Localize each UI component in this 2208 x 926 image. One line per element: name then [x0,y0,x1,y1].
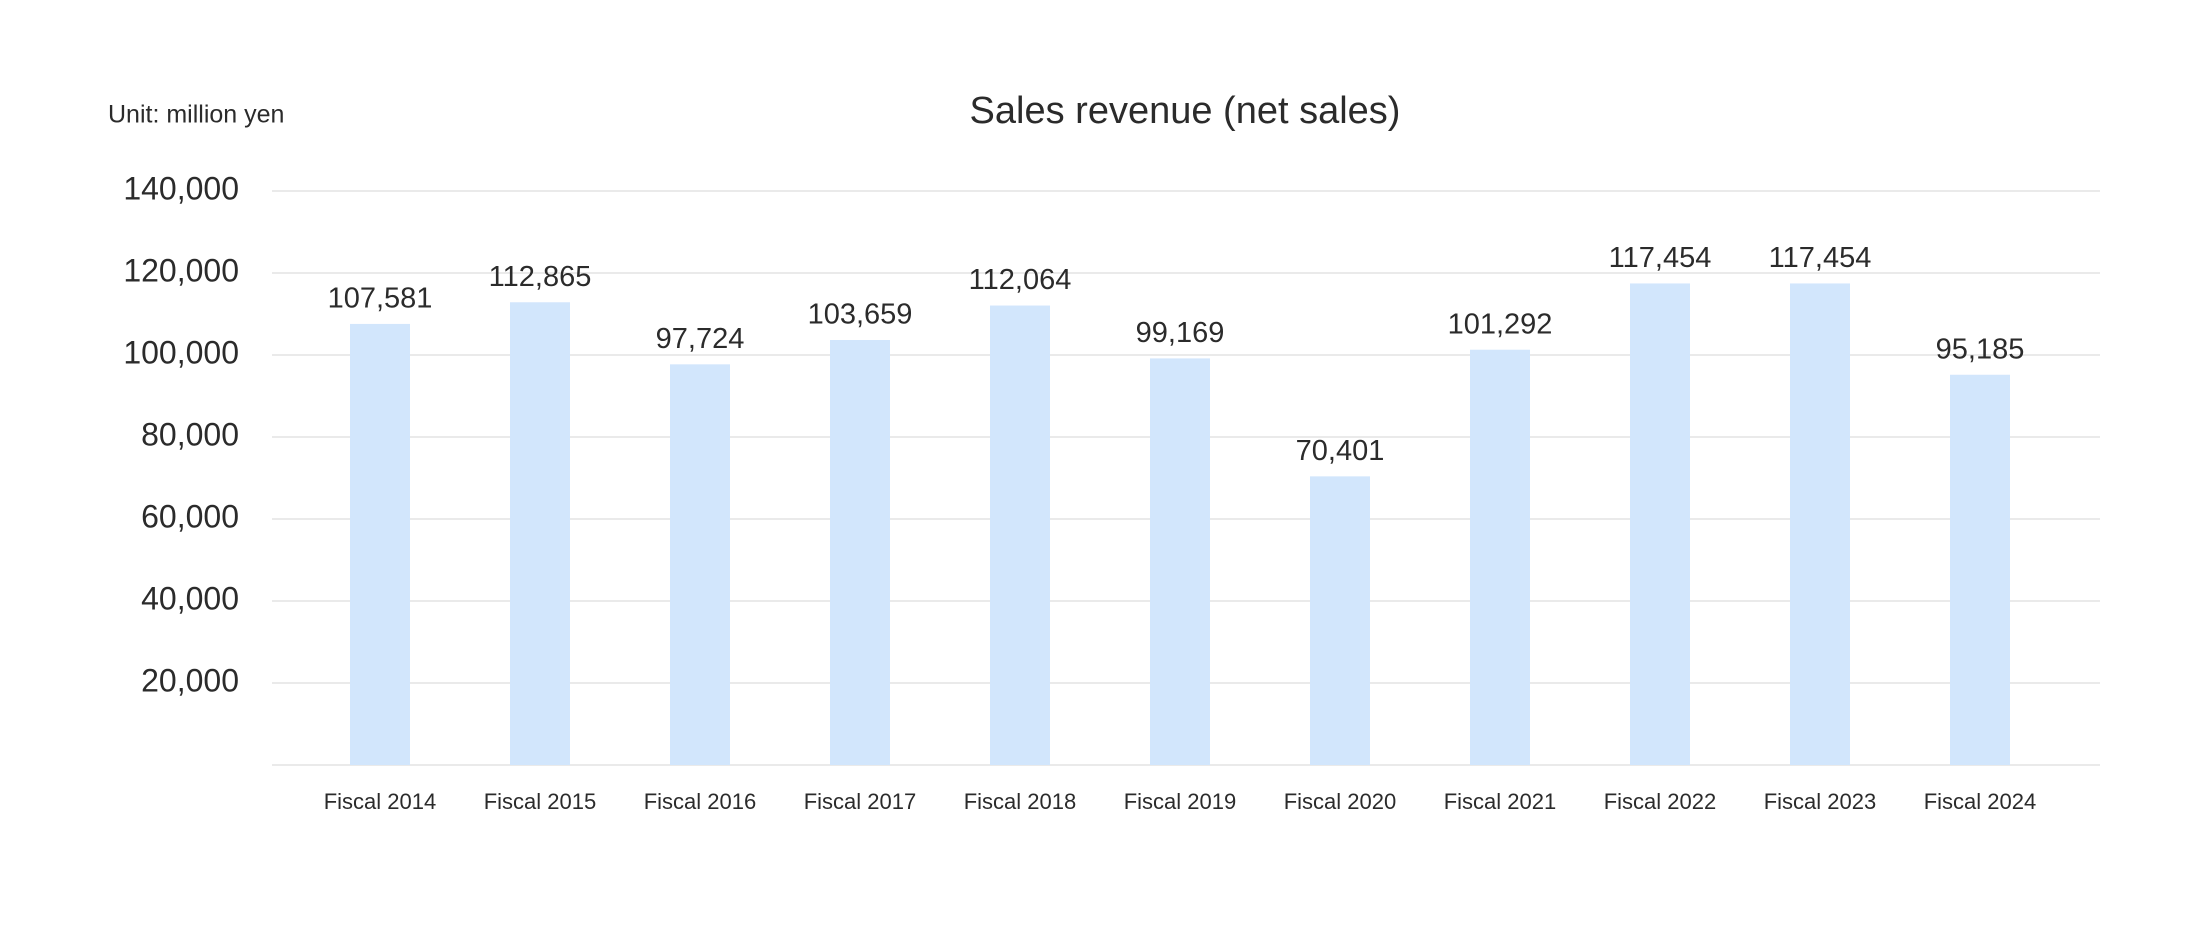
y-tick-label: 100,000 [123,334,239,370]
y-tick-label: 40,000 [141,580,239,616]
y-tick-label: 20,000 [141,662,239,698]
value-label: 107,581 [328,283,433,315]
x-tick-label: Fiscal 2018 [964,789,1077,814]
bar [1150,358,1210,765]
x-tick-label: Fiscal 2023 [1764,789,1877,814]
y-tick-label: 140,000 [123,170,239,206]
value-label: 101,292 [1448,308,1553,340]
bar [1790,283,1850,765]
bar [510,302,570,765]
bar [830,339,890,765]
value-label: 112,865 [489,261,592,293]
x-tick-label: Fiscal 2021 [1444,789,1557,814]
x-tick-label: Fiscal 2017 [804,789,917,814]
bar [1310,476,1370,765]
unit-label: Unit: million yen [108,101,284,129]
value-label: 95,185 [1936,333,2025,365]
x-tick-label: Fiscal 2024 [1924,789,2037,814]
x-tick-label: Fiscal 2016 [644,789,757,814]
bar [670,364,730,765]
bar [1950,374,2010,765]
chart-title: Sales revenue (net sales) [970,90,1401,132]
value-label: 99,169 [1136,317,1225,349]
bar [1630,283,1690,765]
x-tick-label: Fiscal 2022 [1604,789,1717,814]
x-tick-label: Fiscal 2020 [1284,789,1397,814]
value-label: 112,064 [969,264,1072,296]
x-tick-label: Fiscal 2014 [324,789,437,814]
bar [350,323,410,765]
value-label: 117,454 [1769,242,1872,274]
bar [1470,349,1530,765]
x-tick-label: Fiscal 2015 [484,789,597,814]
y-tick-label: 60,000 [141,498,239,534]
x-tick-label: Fiscal 2019 [1124,789,1237,814]
y-tick-label: 80,000 [141,416,239,452]
bar [990,305,1050,765]
value-label: 103,659 [808,299,913,331]
value-label: 97,724 [656,323,745,355]
y-tick-label: 120,000 [123,252,239,288]
value-label: 117,454 [1609,242,1712,274]
value-label: 70,401 [1296,435,1385,467]
